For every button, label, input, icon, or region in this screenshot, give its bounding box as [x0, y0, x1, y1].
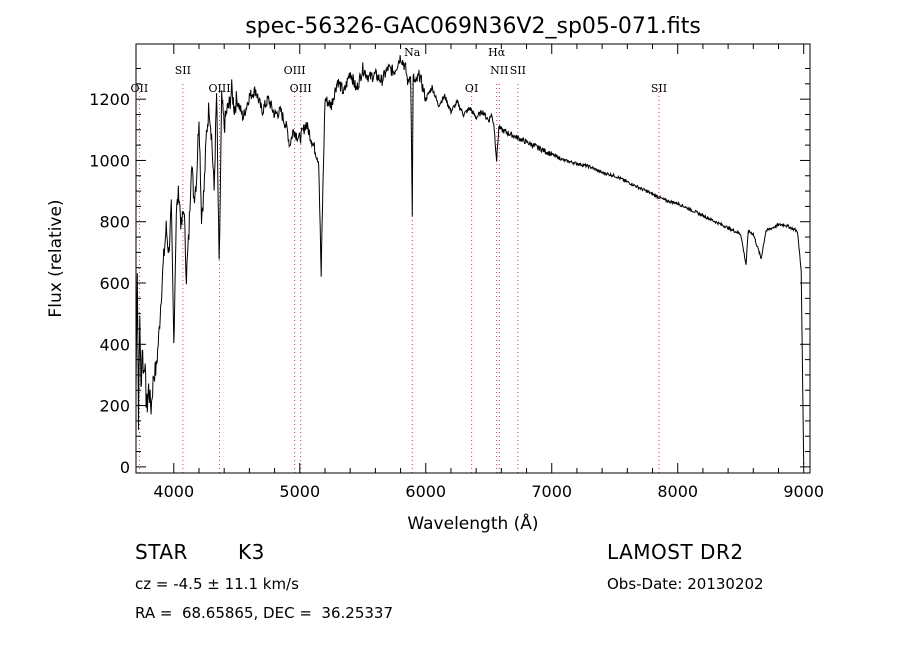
x-tick-label: 6000 — [405, 482, 446, 501]
chart-title: spec-56326-GAC069N36V2_sp05-071.fits — [245, 14, 701, 39]
subclass-label: K3 — [238, 540, 265, 564]
y-tick-label: 1200 — [89, 90, 130, 109]
y-tick-label: 600 — [99, 274, 130, 293]
series-layer — [135, 55, 805, 464]
plot-frame — [135, 43, 811, 474]
line-marker-label: SII — [175, 64, 191, 77]
y-tick-label: 400 — [99, 335, 130, 354]
obs-date-text: Obs-Date: 20130202 — [607, 575, 764, 593]
series-line-flux — [135, 55, 805, 464]
y-tick-label: 1000 — [89, 151, 130, 170]
survey-label: LAMOST DR2 — [607, 540, 744, 564]
x-tick-label: 5000 — [279, 482, 320, 501]
redshift-text: cz = -4.5 ± 11.1 km/s — [135, 575, 299, 593]
line-marker-label: OIII — [290, 82, 312, 95]
y-tick-label: 800 — [99, 213, 130, 232]
x-axis-label: Wavelength (Å) — [407, 512, 538, 534]
line-marker-label: OI — [465, 82, 478, 95]
coords-text: RA = 68.65865, DEC = 36.25337 — [135, 604, 394, 622]
y-axis-label: Flux (relative) — [46, 199, 66, 317]
y-tick-label: 200 — [99, 397, 130, 416]
line-marker-label: SII — [651, 82, 667, 95]
line-marker-label: NII — [490, 64, 508, 77]
class-label: STAR — [135, 540, 188, 564]
line-marker-label: OII — [131, 82, 149, 95]
line-marker-label: OIII — [208, 82, 230, 95]
line-marker-label: Hα — [488, 46, 506, 59]
y-tick-label: 0 — [120, 458, 130, 477]
x-tick-label: 8000 — [657, 482, 698, 501]
x-tick-label: 7000 — [531, 482, 572, 501]
x-tick-label: 9000 — [783, 482, 824, 501]
axis-ticks: 4000 5000 6000 7000 8000 9000 0 200 400 600 800 100… — [89, 44, 824, 501]
line-marker-label: Na — [404, 46, 421, 59]
x-tick-label: 4000 — [153, 482, 194, 501]
line-marker-label: OIII — [284, 64, 306, 77]
line-marker-label: SII — [510, 64, 526, 77]
